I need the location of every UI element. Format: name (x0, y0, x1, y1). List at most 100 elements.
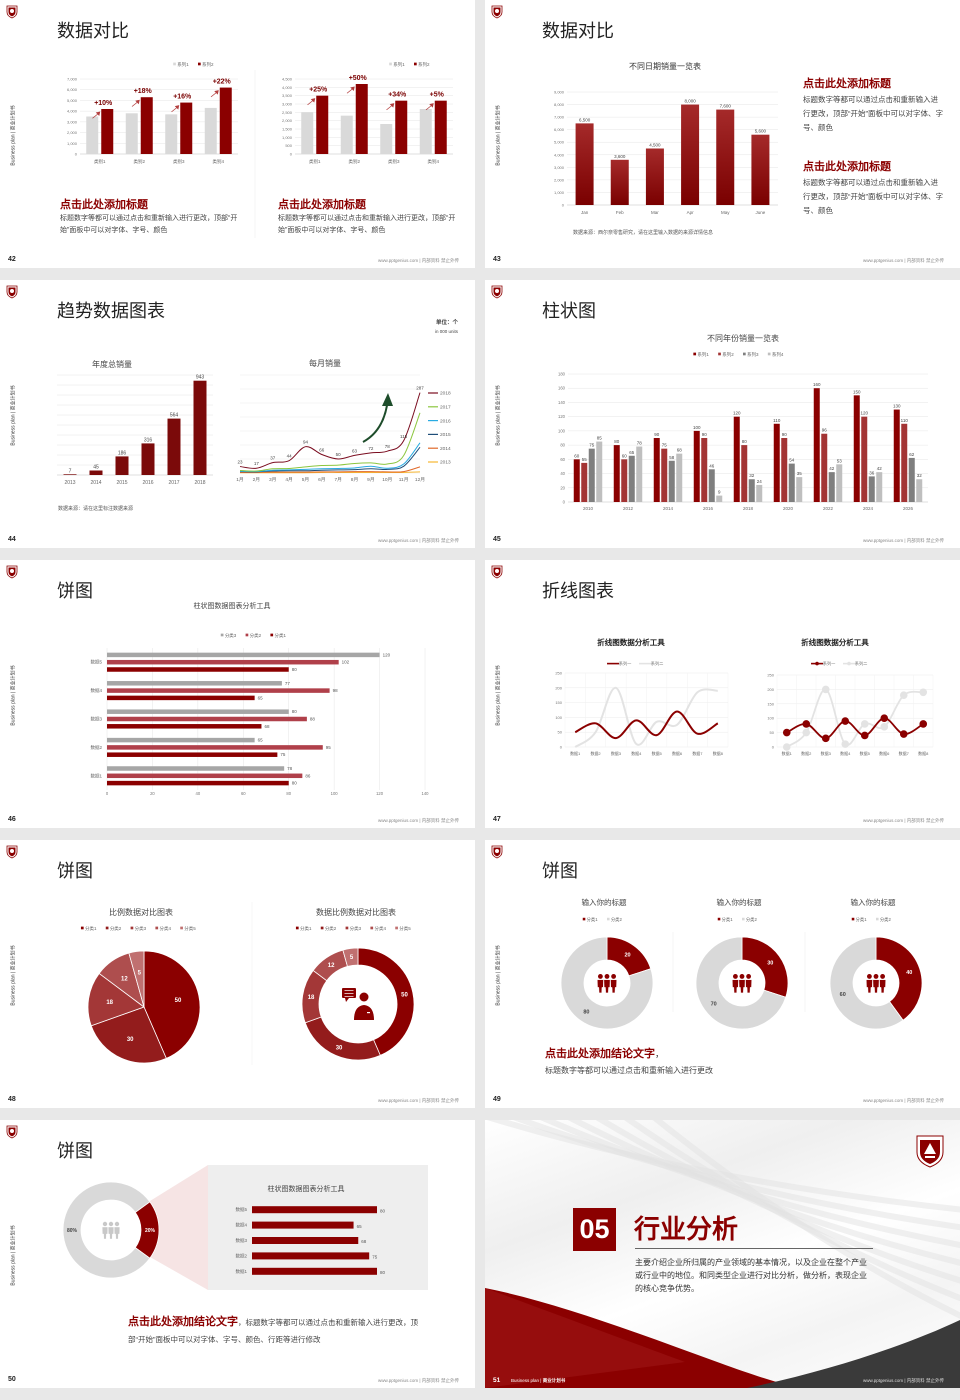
y-tick-label: 60 (560, 457, 565, 462)
data-label: 66 (319, 448, 325, 453)
bar (252, 1252, 370, 1260)
block-heading[interactable]: 点击此处添加标题 (803, 78, 891, 90)
footer-website[interactable]: www.pptgenius.com | 内部资料 禁止外传 (863, 1098, 944, 1103)
legend-swatch (245, 633, 249, 637)
slide-43[interactable]: 不同日期销量一览表 0 1,000 2,000 3,000 4,000 5,000 6,000… (485, 0, 960, 268)
footer-website[interactable]: www.pptgenius.com | 内部资料 禁止外传 (378, 1378, 459, 1383)
crest-emblem (10, 9, 14, 13)
legend-label: 2017 (440, 405, 451, 411)
bar (781, 438, 788, 502)
data-label: 60 (622, 453, 628, 458)
conclusion-heading[interactable]: 点击此处添加结论文字 (545, 1048, 655, 1060)
conclusion-comma: ， (655, 1049, 665, 1059)
bar (141, 443, 155, 475)
footer-website[interactable]: www.pptgenius.com | 内部资料 禁止外传 (863, 258, 944, 263)
legend-swatch (173, 62, 176, 66)
bar (419, 109, 432, 154)
bar (653, 438, 660, 502)
slide-50[interactable]: 20% 80% 柱状图数据图表分析工具 数据5 80 数据4 65 数据3 68 数据2 75 数据1… (0, 1120, 475, 1388)
x-tick-label: 类别4 (212, 158, 224, 165)
chart-title: 输入你的标题 (851, 897, 896, 907)
footer-website[interactable]: www.pptgenius.com | 内部资料 禁止外传 (863, 818, 944, 823)
x-tick-label: 9月 (367, 477, 374, 483)
legend-label: 系列1 (393, 61, 405, 68)
block-body: 标题数字等都可以通过点击和重新输入进行更改，顶部“开始”面板中可以对字体、字号、… (278, 215, 456, 234)
data-label: 150 (853, 389, 861, 394)
bar (107, 724, 262, 729)
slide-44[interactable]: 年度总销量 2013 7 2014 45 2015 186 2016 316 2017 564 201… (0, 280, 475, 548)
slide-42[interactable]: 0 1,000 2,000 3,000 4,000 5,000 6,000 7,000 类别1 类… (0, 0, 475, 268)
growth-annotation: +25% (309, 87, 328, 94)
data-label: 70 (711, 1002, 717, 1008)
block-heading[interactable]: 点击此处添加标题 (803, 161, 891, 173)
x-tick-label: 数据4 (840, 750, 851, 756)
data-source-note: 数据来源：请在这里标注数据来源 (58, 506, 134, 512)
side-brand-label: Business plan | 商业计划书 (10, 945, 17, 1006)
person-body (101, 1226, 109, 1240)
block-heading[interactable]: 点击此处添加标题 (60, 199, 148, 211)
page-number: 43 (493, 256, 501, 263)
slide-51-section-cover[interactable]: 05 行业分析 主要介绍企业所归属的产业领域的基本情况，以及企业在整个产业或行业… (485, 1120, 960, 1388)
footer-website[interactable]: www.pptgenius.com | 内部资料 禁止外传 (378, 1098, 459, 1103)
data-label: 55 (582, 457, 588, 462)
footer-website[interactable]: www.pptgenius.com | 内部资料 禁止外传 (863, 538, 944, 543)
data-label: 100 (693, 425, 701, 430)
growth-arrow-icon (131, 99, 140, 107)
footer-website[interactable]: www.pptgenius.com | 内部资料 禁止外传 (378, 538, 459, 543)
growth-annotation: +50% (349, 75, 368, 82)
legend-swatch (105, 926, 109, 930)
legend-label: 2016 (440, 418, 451, 424)
x-tick-label: 120 (376, 791, 384, 796)
bar (645, 148, 664, 205)
team-people-icon (101, 1221, 121, 1240)
x-tick-label: 数据6 (672, 750, 683, 756)
bar (107, 716, 307, 722)
side-brand-label: Business plan | 商业计划书 (495, 945, 502, 1006)
slide-49[interactable]: 输入你的标题 分类1 分类2 20 80 输入你的标题 分类1 分类2 30 70 输入你的标题 分类… (485, 840, 960, 1108)
bar (788, 463, 795, 502)
y-tick-label: 4,000 (282, 85, 293, 90)
slide-46[interactable]: 柱状图数据图表分析工具 分类3 分类2 分类1 0 20 40 60 80 100 120 140 数据… (0, 560, 475, 828)
legend-label: 分类2 (880, 916, 892, 923)
bar (916, 479, 923, 502)
footer-website[interactable]: www.pptgenius.com | 内部资料 禁止外传 (378, 258, 459, 263)
slide-44-charts: 年度总销量 2013 7 2014 45 2015 186 2016 316 2017 564 201… (6, 285, 451, 486)
data-label: 6,500 (579, 117, 591, 122)
bar (741, 445, 748, 502)
footer-website[interactable]: www.pptgenius.com | 内部资料 禁止外传 (378, 818, 459, 823)
x-tick-label: 2016 (142, 480, 153, 486)
person-body (597, 979, 604, 994)
series-line-2018 (239, 392, 421, 469)
x-tick-label: 3月 (269, 477, 276, 483)
bar (581, 462, 588, 502)
y-tick-label: 140 (558, 400, 566, 405)
data-label: 4,500 (649, 143, 661, 148)
crest-emblem (495, 569, 499, 573)
footer-website[interactable]: www.pptgenius.com | 内部资料 禁止外传 (863, 1378, 944, 1383)
data-label: 7,600 (720, 104, 732, 109)
page-number: 48 (8, 1096, 16, 1103)
chart-title: 输入你的标题 (717, 897, 762, 907)
data-label: 5 (138, 971, 142, 977)
bar (693, 430, 700, 502)
bar (868, 476, 875, 502)
bar (89, 470, 103, 475)
legend-label: 系列4 (772, 351, 784, 358)
y-tick-label: 250 (767, 673, 774, 678)
slide-48[interactable]: 比例数据对比图表 分类1 分类2 分类3 分类4 分类5 50 30 18 12 5 数据比例数据对比… (0, 840, 475, 1108)
y-tick-label: 1,000 (67, 141, 78, 146)
legend-label: 系列2 (418, 61, 430, 68)
data-source-note: 数据来源：西尔奈零售研究，请在这里输入数据的来源详情信息 (573, 230, 714, 236)
slide-47[interactable]: 折线图数据分析工具 系列一 系列二 0 50 100 150 200 250 数据1 数据2 数据3 数… (485, 560, 960, 828)
block-heading[interactable]: 点击此处添加标题 (278, 199, 366, 211)
data-label: 186 (118, 450, 127, 456)
conclusion-heading[interactable]: 点击此处添加结论文字 (128, 1316, 238, 1328)
data-label: 50 (401, 992, 408, 998)
data-label: 80% (67, 1228, 78, 1234)
slide-45[interactable]: 不同年份销量一览表 系列1 系列2 系列3 系列4 0 20 40 60 80 100 120 140 1… (485, 280, 960, 548)
chart-title: 不同日期销量一览表 (629, 61, 701, 71)
growth-arrow-icon (92, 111, 101, 119)
y-tick-label: 8,000 (554, 102, 565, 107)
data-label: 80 (380, 1270, 386, 1275)
